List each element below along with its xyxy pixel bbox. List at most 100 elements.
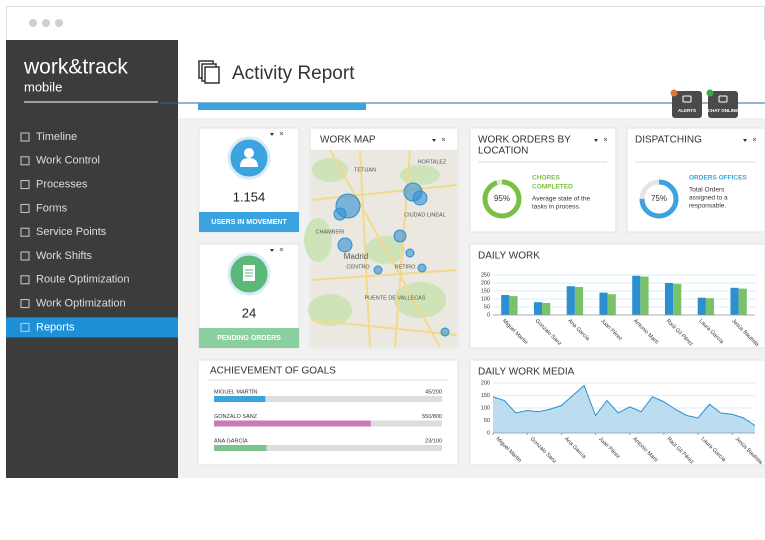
map-park bbox=[400, 165, 440, 185]
map-park bbox=[394, 282, 446, 318]
page-title: Activity Report bbox=[232, 63, 355, 84]
map-marker[interactable] bbox=[393, 229, 407, 243]
card-close[interactable] bbox=[279, 247, 284, 252]
map-marker[interactable] bbox=[333, 207, 347, 221]
map-label: CIUDAD LINEAL bbox=[404, 212, 446, 218]
bar bbox=[705, 298, 715, 315]
status: ORDERS OFFICES bbox=[689, 175, 747, 182]
donut-label: 75% bbox=[651, 194, 667, 203]
map-marker[interactable] bbox=[373, 265, 383, 275]
kpi-value: 24 bbox=[242, 305, 256, 320]
kpi-value: 1.154 bbox=[233, 189, 266, 204]
y-tick-label: 150 bbox=[481, 393, 490, 399]
menu-item[interactable]: Forms bbox=[36, 202, 68, 214]
y-tick-label: 150 bbox=[481, 288, 490, 294]
icon-head bbox=[244, 148, 254, 158]
y-tick-label: 250 bbox=[481, 272, 490, 278]
goal-bar bbox=[214, 420, 371, 427]
map-label: Madrid bbox=[344, 252, 368, 261]
button-label: ALERTS bbox=[678, 108, 696, 113]
header-button[interactable] bbox=[708, 91, 738, 118]
menu-item[interactable]: Work Control bbox=[36, 155, 100, 167]
goal-label: 45/200 bbox=[425, 389, 442, 395]
card-close[interactable] bbox=[441, 137, 446, 142]
menu-icon bbox=[20, 180, 30, 190]
card-title: DISPATCHING bbox=[635, 135, 702, 146]
card-menu[interactable] bbox=[270, 249, 274, 252]
window-dot bbox=[42, 19, 50, 27]
card-menu[interactable] bbox=[594, 139, 598, 142]
y-tick-label: 0 bbox=[487, 430, 490, 436]
menu-item[interactable]: Reports bbox=[36, 321, 75, 333]
kpi-bar bbox=[199, 212, 299, 232]
goal-label: 550/800 bbox=[422, 414, 442, 420]
logo: work&track bbox=[23, 56, 128, 79]
kpi-label: PENDING ORDERS bbox=[217, 335, 281, 342]
bar bbox=[673, 283, 682, 315]
description: Average state of the bbox=[532, 196, 590, 203]
menu-active bbox=[6, 317, 178, 338]
map-marker[interactable] bbox=[417, 263, 427, 273]
goal-label: 23/100 bbox=[425, 438, 442, 444]
map-label: CHAMBERI bbox=[315, 229, 345, 235]
donut-label: 95% bbox=[494, 194, 510, 203]
map-road bbox=[310, 184, 458, 201]
map-label: HORTALEZ bbox=[418, 159, 447, 165]
map-park bbox=[304, 218, 332, 262]
area-fill bbox=[493, 385, 755, 433]
y-tick-label: 100 bbox=[481, 405, 490, 411]
menu-item[interactable]: Route Optimization bbox=[36, 274, 130, 286]
bar bbox=[632, 275, 641, 315]
card-title: DAILY WORK bbox=[478, 251, 540, 262]
bar bbox=[574, 287, 584, 315]
menu-item[interactable]: Work Optimization bbox=[36, 298, 126, 310]
header-button[interactable] bbox=[672, 91, 702, 118]
map-road bbox=[310, 269, 458, 281]
goal-bar bbox=[214, 445, 267, 451]
map-marker[interactable] bbox=[440, 327, 450, 337]
report-icon bbox=[198, 60, 220, 84]
bar bbox=[566, 286, 575, 315]
tab-indicator bbox=[198, 103, 366, 110]
area-line bbox=[492, 384, 756, 426]
menu-item[interactable]: Service Points bbox=[36, 226, 107, 238]
bar bbox=[738, 288, 747, 315]
goal-name: GONZALO SANZ bbox=[214, 414, 258, 420]
map-marker[interactable] bbox=[337, 237, 353, 253]
kpi-label: USERS IN MOVEMENT bbox=[211, 219, 287, 226]
kpi-bar bbox=[199, 328, 299, 348]
bar bbox=[542, 303, 551, 315]
bar bbox=[730, 287, 739, 315]
goal-track bbox=[214, 396, 442, 402]
map-road bbox=[359, 149, 371, 348]
menu-item[interactable]: Work Shifts bbox=[36, 250, 93, 262]
button-icon bbox=[682, 95, 692, 103]
card-menu[interactable] bbox=[743, 139, 747, 142]
map-park bbox=[312, 158, 348, 182]
status: COMPLETED bbox=[532, 184, 573, 191]
map-marker[interactable] bbox=[405, 248, 415, 258]
menu-icon bbox=[20, 227, 30, 237]
menu-icon bbox=[20, 132, 30, 142]
menu-item[interactable]: Timeline bbox=[36, 131, 77, 143]
icon-lines bbox=[245, 269, 253, 277]
card-close[interactable] bbox=[603, 137, 608, 142]
menu-icon bbox=[20, 322, 30, 332]
card-close[interactable] bbox=[752, 137, 757, 142]
map-marker[interactable] bbox=[412, 190, 428, 206]
card-menu[interactable] bbox=[270, 133, 274, 136]
status: CHORES bbox=[532, 175, 560, 182]
menu-item[interactable]: Processes bbox=[36, 179, 88, 191]
description: responsable. bbox=[689, 203, 726, 210]
y-tick-label: 50 bbox=[484, 418, 490, 424]
bar bbox=[607, 294, 616, 315]
description: Total Orders bbox=[689, 187, 725, 194]
card-title: DAILY WORK MEDIA bbox=[478, 367, 575, 378]
bar bbox=[501, 295, 510, 315]
bar bbox=[599, 292, 608, 315]
bar bbox=[697, 297, 706, 315]
card-close[interactable] bbox=[279, 131, 284, 136]
card-menu[interactable] bbox=[432, 139, 436, 142]
